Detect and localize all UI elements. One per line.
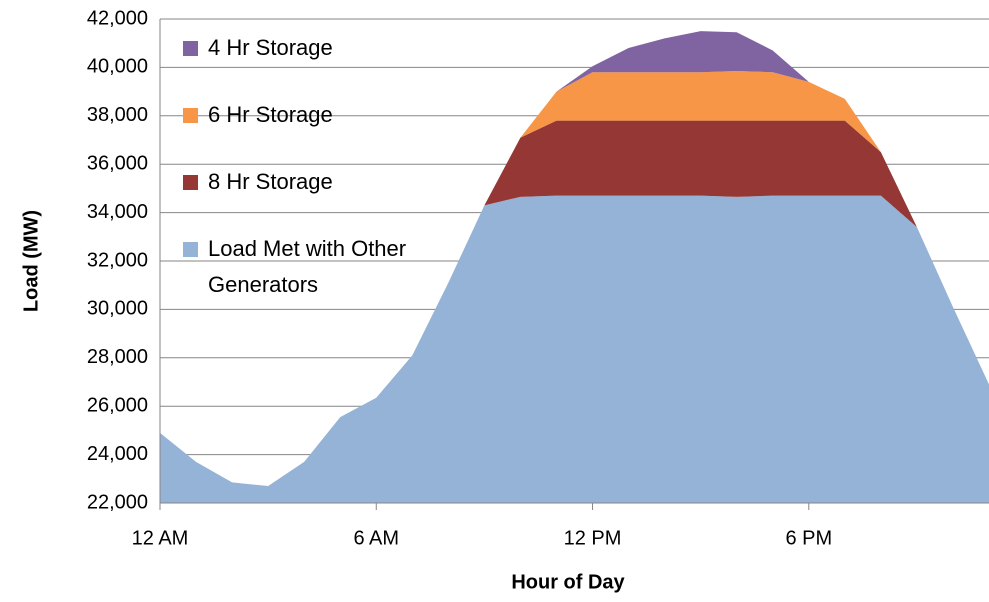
y-tick-label: 26,000	[87, 394, 148, 416]
area	[160, 120, 989, 487]
legend-swatch	[183, 242, 198, 257]
legend-item: 6 Hr Storage	[183, 97, 423, 133]
area	[160, 195, 989, 503]
x-tick-label: 6 PM	[785, 527, 832, 549]
legend: 4 Hr Storage 6 Hr Storage 8 Hr Storage Load…	[183, 30, 423, 334]
y-tick-label: 24,000	[87, 443, 148, 465]
legend-swatch	[183, 41, 198, 56]
y-tick-label: 28,000	[87, 346, 148, 368]
legend-label: 4 Hr Storage	[208, 35, 333, 60]
y-tick-label: 34,000	[87, 201, 148, 223]
y-tick-label: 22,000	[87, 491, 148, 513]
y-axis-title: Load (MW)	[20, 210, 42, 312]
y-tick-label: 38,000	[87, 104, 148, 126]
x-tick-label: 12 AM	[132, 527, 189, 549]
legend-swatch	[183, 175, 198, 190]
legend-item: 8 Hr Storage	[183, 164, 423, 200]
legend-label: 8 Hr Storage	[208, 169, 333, 194]
legend-label: Load Met with Other Generators	[208, 236, 407, 297]
legend-label: 6 Hr Storage	[208, 102, 333, 127]
x-tick-label: 6 AM	[353, 527, 399, 549]
y-tick-label: 30,000	[87, 298, 148, 320]
legend-item: 4 Hr Storage	[183, 30, 423, 66]
x-tick-label: 12 PM	[564, 527, 622, 549]
legend-swatch	[183, 108, 198, 123]
y-tick-label: 36,000	[87, 152, 148, 174]
y-tick-label: 32,000	[87, 249, 148, 271]
y-tick-label: 40,000	[87, 56, 148, 78]
legend-item: Load Met with Other Generators	[183, 231, 423, 303]
y-tick-label: 42,000	[87, 7, 148, 29]
x-axis-title: Hour of Day	[511, 571, 625, 593]
